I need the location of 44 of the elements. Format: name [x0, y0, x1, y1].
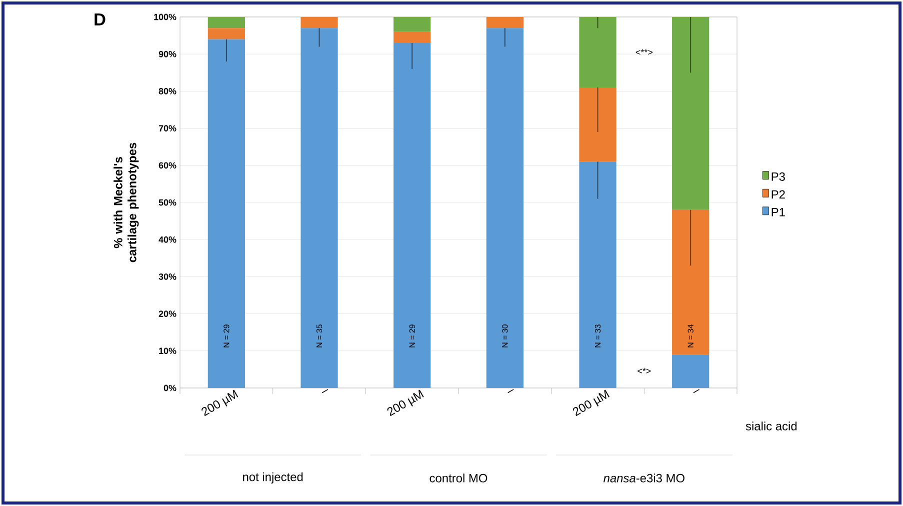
- bar: [579, 16, 616, 88]
- x-tick-label: –: [322, 389, 328, 394]
- annotation: <**>: [636, 49, 652, 55]
- x-tick-label: 200 µM: [387, 390, 424, 416]
- bar: [672, 16, 710, 210]
- x-tick-label: 200 µM: [572, 390, 610, 416]
- bar: [672, 210, 710, 355]
- y-tick-label: 100%: [154, 14, 176, 20]
- y-tick-label: 20%: [158, 310, 176, 317]
- y-tick-label: 30%: [158, 274, 176, 280]
- y-tick-label: 0%: [164, 384, 176, 392]
- y-tick-label: 50%: [158, 199, 176, 206]
- chart-title: D: [94, 14, 106, 26]
- y-axis-title: % with Meckel's cartilage phenotypes: [114, 142, 139, 262]
- legend-label: P2: [772, 190, 785, 199]
- y-tick-label: 40%: [158, 236, 176, 243]
- y-tick-label: 60%: [158, 162, 176, 169]
- x-axis-title: sialic acid: [746, 422, 797, 430]
- bar: [394, 42, 431, 388]
- text: nansa-e3i3 MO: [604, 474, 684, 482]
- bar: [394, 32, 431, 43]
- text: control MO: [430, 474, 488, 482]
- bar: [300, 28, 338, 388]
- legend-label: P3: [772, 172, 785, 181]
- y-tick-label: 70%: [158, 125, 176, 132]
- text: not injected: [243, 472, 303, 484]
- annotation: <*>: [638, 368, 651, 374]
- bar: [486, 16, 524, 28]
- bar: [579, 87, 616, 162]
- bar: [300, 16, 338, 28]
- y-tick-label: 90%: [158, 50, 176, 58]
- bar: [394, 16, 431, 32]
- bar: [579, 162, 616, 388]
- bar: [208, 28, 245, 40]
- bar: [672, 354, 710, 388]
- y-tick-label: 80%: [158, 88, 176, 94]
- bar: [208, 39, 245, 388]
- x-tick-label: –: [693, 389, 700, 394]
- legend-label: P1: [772, 208, 785, 216]
- y-tick-label: 10%: [159, 348, 176, 354]
- x-tick-label: 200 µM: [202, 390, 238, 416]
- x-tick-label: –: [508, 389, 514, 394]
- bar: [486, 28, 524, 388]
- bar: [208, 16, 245, 28]
